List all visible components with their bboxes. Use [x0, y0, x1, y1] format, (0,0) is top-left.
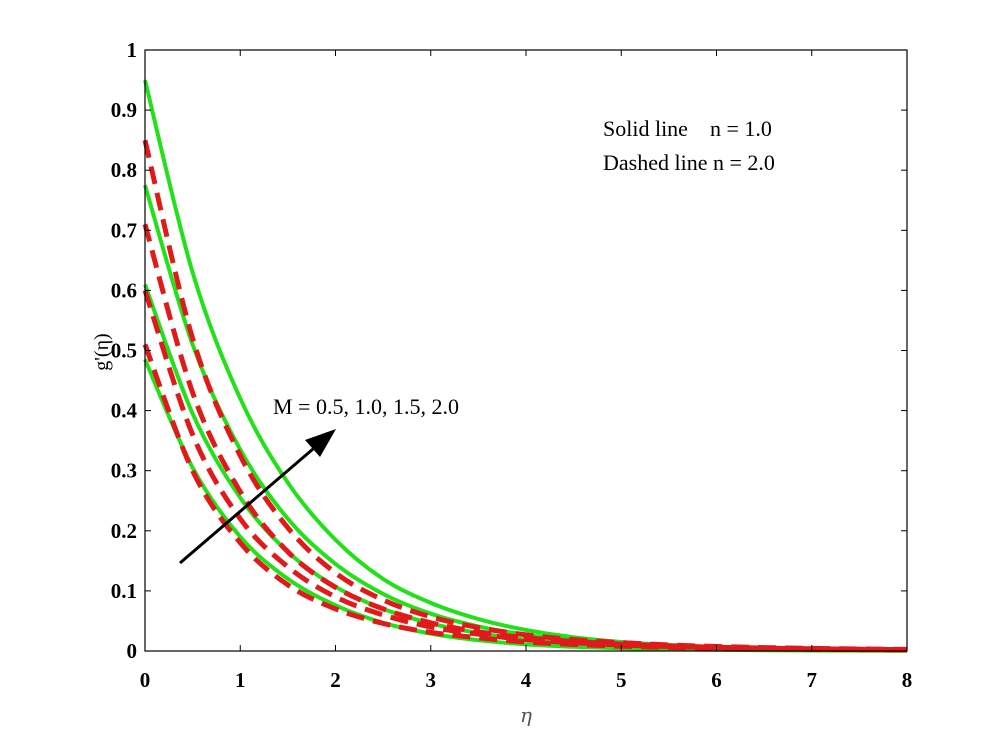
- x-tick-label: 8: [902, 668, 913, 692]
- y-tick-label: 0.2: [111, 519, 137, 543]
- solid-series-line: [143, 184, 908, 653]
- x-tick-label: 7: [807, 668, 818, 692]
- y-tick-label: 1: [127, 38, 138, 62]
- dashed-series-line: [142, 289, 908, 653]
- y-tick-label: 0.3: [111, 459, 137, 483]
- y-tick-label: 0.4: [111, 399, 138, 423]
- solid-series-line: [143, 358, 908, 653]
- x-tick-label: 0: [140, 668, 151, 692]
- x-tick-label: 6: [711, 668, 722, 692]
- dashed-series-line: [142, 223, 908, 653]
- x-tick-label: 2: [330, 668, 341, 692]
- y-tick-label: 0.7: [111, 218, 137, 242]
- y-tick-label: 0.9: [111, 98, 137, 122]
- y-tick-label: 0.1: [111, 579, 137, 603]
- x-tick-label: 4: [521, 668, 532, 692]
- arrow-annotation-label: M = 0.5, 1.0, 1.5, 2.0: [273, 394, 459, 419]
- increase-arrow-head: [305, 429, 336, 457]
- solid-series-line: [143, 283, 908, 653]
- legend-dashed-line: Dashed line n = 2.0: [603, 150, 775, 175]
- y-axis-label: g'(η): [91, 333, 113, 370]
- x-tick-label: 1: [235, 668, 246, 692]
- x-tick-label: 3: [426, 668, 437, 692]
- legend-solid-line: Solid line n = 1.0: [603, 116, 772, 141]
- y-tick-label: 0.8: [111, 158, 137, 182]
- increase-arrow-shaft: [179, 441, 321, 565]
- dashed-series-line: [142, 343, 908, 653]
- y-tick-label: 0.6: [111, 278, 137, 302]
- y-tick-label: 0.5: [111, 339, 137, 363]
- x-tick-label: 5: [616, 668, 627, 692]
- x-axis-label: η: [520, 703, 532, 727]
- dashed-series-line: [142, 139, 908, 652]
- y-tick-label: 0: [127, 639, 138, 663]
